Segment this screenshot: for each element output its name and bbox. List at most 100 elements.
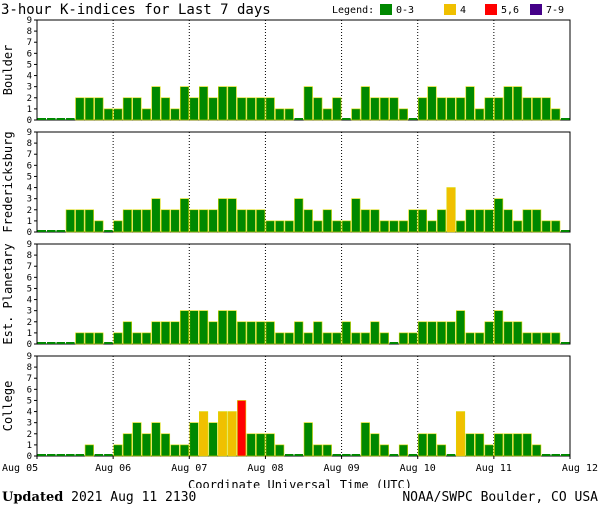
k-index-bar xyxy=(66,118,75,120)
k-index-bar xyxy=(351,108,361,121)
legend: Legend: 0-3 4 5,6 7-9 xyxy=(332,4,564,16)
k-index-bar xyxy=(113,332,123,345)
y-tick-label: 4 xyxy=(27,72,32,82)
k-index-bar xyxy=(132,422,142,457)
k-index-bar xyxy=(541,97,551,121)
k-index-bar xyxy=(141,433,152,457)
k-index-bar xyxy=(389,342,399,344)
k-index-bar xyxy=(275,332,285,345)
y-tick-label: 4 xyxy=(27,184,32,194)
y-tick-label: 9 xyxy=(27,352,32,362)
k-index-bar xyxy=(446,97,456,121)
k-index-bar xyxy=(360,209,370,233)
k-index-bar xyxy=(398,108,408,121)
y-tick-label: 0 xyxy=(27,452,32,462)
k-index-bar xyxy=(294,118,303,120)
k-index-bar xyxy=(104,454,113,456)
k-index-bar xyxy=(294,321,304,345)
chart-title: 3-hour K-indices for Last 7 days xyxy=(1,2,271,18)
k-index-bar xyxy=(151,86,161,121)
y-tick-label: 8 xyxy=(27,251,32,261)
k-index-bar xyxy=(170,108,180,121)
k-index-bar xyxy=(475,209,485,233)
k-index-bar xyxy=(75,454,85,456)
k-index-bar xyxy=(246,209,256,233)
k-index-bar xyxy=(189,97,199,121)
panel-frame xyxy=(36,131,571,233)
k-index-bar xyxy=(237,209,247,233)
k-index-bar xyxy=(37,118,47,120)
k-index-bar xyxy=(455,97,466,121)
k-index-bar xyxy=(122,97,132,121)
k-index-bar xyxy=(294,198,304,233)
k-index-bar xyxy=(208,321,218,345)
y-tick-label: 8 xyxy=(27,139,32,149)
updated-label: Updated xyxy=(2,490,64,505)
k-index-bar xyxy=(227,310,237,345)
k-index-bar xyxy=(189,209,199,233)
k-index-bar xyxy=(417,433,428,457)
k-index-bar xyxy=(370,97,380,121)
k-index-bar xyxy=(199,411,209,457)
k-index-bar xyxy=(56,118,66,120)
k-index-bar xyxy=(379,97,389,121)
k-index-bar xyxy=(341,321,351,345)
k-index-bar xyxy=(341,220,351,233)
k-index-bar xyxy=(104,230,113,232)
y-tick-label: 0 xyxy=(27,340,32,350)
k-index-bar xyxy=(465,86,475,121)
k-index-bar xyxy=(332,220,342,233)
k-index-bar xyxy=(532,332,542,345)
updated-time: 2021 Aug 11 2130 xyxy=(71,490,197,505)
k-index-bar xyxy=(94,454,104,456)
k-index-bar xyxy=(370,209,380,233)
k-index-bar xyxy=(84,332,94,345)
k-index-bar xyxy=(132,209,142,233)
legend-label: Legend: xyxy=(332,5,374,16)
k-index-bar xyxy=(113,108,123,121)
k-index-bar xyxy=(351,454,361,456)
k-index-bar xyxy=(360,422,370,457)
k-index-bar xyxy=(446,454,456,456)
k-index-bar xyxy=(103,108,113,121)
k-index-bar xyxy=(560,118,570,120)
panel-label: College xyxy=(1,381,15,432)
y-tick-label: 5 xyxy=(27,172,32,182)
y-tick-label: 9 xyxy=(27,128,32,138)
k-index-bar xyxy=(75,209,85,233)
k-index-bar xyxy=(494,433,504,457)
k-index-bar xyxy=(265,97,275,121)
k-index-bar xyxy=(427,321,437,345)
y-tick-label: 5 xyxy=(27,60,32,70)
k-index-bar xyxy=(332,454,342,456)
k-index-bar xyxy=(122,209,132,233)
y-tick-label: 1 xyxy=(27,217,32,227)
k-index-bar xyxy=(189,422,199,457)
k-index-bar xyxy=(522,433,532,457)
k-index-bar xyxy=(541,332,551,345)
k-index-bar xyxy=(284,332,294,345)
y-tick-label: 1 xyxy=(27,105,32,115)
k-index-bar xyxy=(208,209,218,233)
k-index-bar xyxy=(303,332,313,345)
y-tick-label: 3 xyxy=(27,307,32,317)
k-index-bar xyxy=(265,321,275,345)
k-index-bar xyxy=(218,86,228,121)
panel-frame xyxy=(36,243,571,345)
legend-entry: 0-3 xyxy=(396,5,414,16)
k-index-bar xyxy=(475,108,485,121)
k-index-bar xyxy=(179,86,190,121)
k-index-bar xyxy=(551,220,561,233)
y-tick-label: 9 xyxy=(27,16,32,26)
k-index-bar xyxy=(503,433,513,457)
k-index-bar xyxy=(541,454,551,456)
k-index-bar xyxy=(455,310,466,345)
panel-frame xyxy=(36,19,571,121)
k-index-bar xyxy=(522,209,532,233)
k-index-bar xyxy=(360,86,370,121)
y-tick-label: 0 xyxy=(27,116,32,126)
k-index-bar xyxy=(436,444,447,457)
k-index-bar xyxy=(113,444,123,457)
